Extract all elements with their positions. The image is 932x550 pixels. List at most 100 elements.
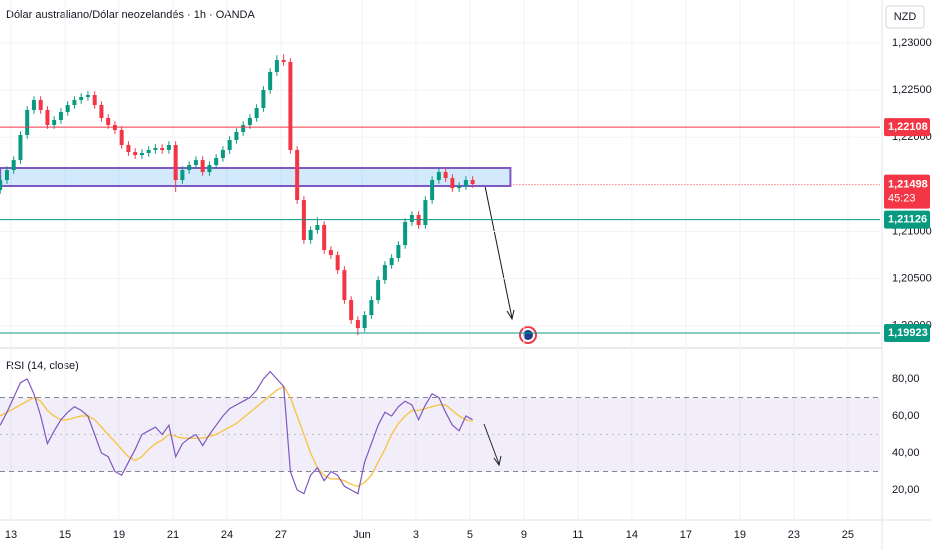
- candle-body: [200, 160, 205, 173]
- candle-body: [376, 280, 381, 301]
- candle-body: [126, 144, 131, 153]
- currency: NZD: [894, 11, 917, 23]
- x-tick-label: 24: [221, 529, 233, 541]
- y-tick-label: 1,20500: [892, 273, 932, 285]
- x-tick-label: 5: [467, 529, 473, 541]
- candle-body: [18, 134, 23, 161]
- candle-body: [349, 300, 354, 321]
- x-tick-label: 11: [572, 529, 583, 541]
- candle-body: [180, 170, 185, 181]
- candle-body: [207, 165, 212, 173]
- level-label-bg: [884, 210, 930, 229]
- candle-body: [4, 170, 9, 181]
- x-tick-label: 23: [788, 529, 800, 541]
- candle-body: [38, 100, 43, 111]
- candle-body: [436, 172, 441, 181]
- event-icon[interactable]: [519, 326, 537, 344]
- candle-body: [403, 222, 408, 246]
- candle-body: [423, 200, 428, 226]
- candle-body: [261, 90, 266, 109]
- candle-body: [281, 60, 286, 63]
- candle-body: [99, 105, 104, 119]
- candle-body: [288, 62, 293, 150]
- candle-body: [0, 180, 3, 191]
- candle-body: [322, 225, 327, 250]
- candle-body: [355, 320, 360, 329]
- level-label-bg: [884, 324, 930, 343]
- candle-body: [31, 100, 36, 111]
- rsi-line: [0, 385, 473, 488]
- projection-arrow: [483, 185, 515, 467]
- candle-body: [119, 129, 124, 145]
- x-tick-label: 19: [734, 529, 746, 541]
- candle-body: [308, 230, 313, 241]
- candle-body: [274, 60, 279, 73]
- chart-title: Dólar australiano/Dólar neozelandés · 1h…: [6, 9, 256, 21]
- candle-body: [241, 124, 246, 132]
- level-label: 1,21126: [888, 214, 927, 226]
- y-tick-label: 1,23000: [892, 37, 932, 49]
- candle-body: [409, 215, 414, 223]
- currency-box[interactable]: [885, 5, 925, 29]
- candle-body: [430, 180, 435, 201]
- candle-body: [187, 165, 192, 171]
- candle-body: [79, 97, 84, 101]
- countdown-label: 45:23: [888, 192, 916, 204]
- candle-body: [315, 225, 320, 231]
- candle-body: [335, 255, 340, 271]
- candle-body: [92, 95, 97, 106]
- rsi-line: [0, 370, 473, 495]
- candle-body: [139, 152, 144, 156]
- candle-body: [295, 149, 300, 201]
- candle-body: [443, 172, 448, 179]
- candle-body: [160, 148, 165, 150]
- candle-body: [382, 265, 387, 281]
- candle-body: [234, 131, 239, 140]
- x-tick-label: 25: [842, 529, 854, 541]
- y-tick-label: 1,22500: [892, 84, 932, 96]
- rsi-tick-label: 20,00: [892, 484, 920, 496]
- candle-body: [146, 149, 151, 153]
- candle-body: [247, 118, 252, 125]
- candle-body: [227, 139, 232, 150]
- candle-body: [193, 160, 198, 166]
- candle-body: [254, 108, 259, 119]
- level-label-bg: [884, 118, 930, 137]
- candle-body: [396, 245, 401, 259]
- x-tick-label: 19: [113, 529, 125, 541]
- x-tick-label: Jun: [353, 529, 371, 541]
- candle-body: [457, 185, 462, 189]
- rsi-tick-label: 60,00: [892, 410, 920, 422]
- candle-body: [45, 110, 50, 125]
- level-label: 1,22108: [888, 121, 928, 133]
- current-price-label: 1,21498: [888, 178, 928, 190]
- rsi-tick-label: 80,00: [892, 373, 920, 385]
- candle-body: [173, 144, 178, 181]
- x-tick-label: 13: [5, 529, 17, 541]
- x-tick-label: 21: [167, 529, 179, 541]
- candle-body: [166, 144, 171, 150]
- candle-body: [362, 315, 367, 329]
- current-price-bg: [884, 174, 930, 209]
- candle-body: [268, 72, 273, 91]
- x-tick-label: 27: [275, 529, 287, 541]
- x-tick-label: 15: [59, 529, 71, 541]
- candle-body: [450, 178, 455, 189]
- candle-body: [58, 111, 63, 121]
- rsi-tick-label: 40,00: [892, 447, 920, 459]
- x-tick-label: 9: [521, 529, 527, 541]
- candle-body: [153, 148, 158, 150]
- candle-body: [470, 180, 475, 185]
- x-tick-label: 17: [680, 529, 692, 541]
- candle-body: [220, 149, 225, 158]
- candle-body: [106, 118, 111, 125]
- candle-body: [25, 110, 30, 135]
- candle-body: [389, 258, 394, 266]
- level-label: 1,19923: [888, 327, 928, 339]
- candle-body: [463, 180, 468, 186]
- candle-body: [369, 300, 374, 316]
- candle-body: [342, 270, 347, 301]
